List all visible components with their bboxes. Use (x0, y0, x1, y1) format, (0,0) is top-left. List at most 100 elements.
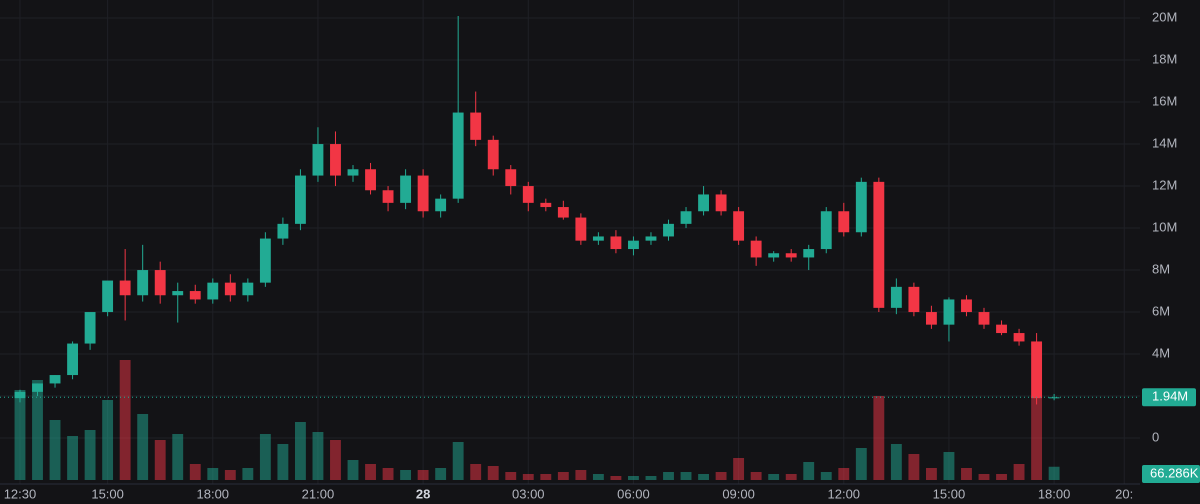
y-tick-label: 14M (1152, 135, 1177, 150)
candle-body (680, 211, 692, 224)
candle-body (575, 217, 587, 241)
candle-body (400, 175, 412, 203)
volume-bar (785, 474, 797, 480)
last-price-label: 1.94M (1152, 389, 1188, 404)
volume-bar (67, 436, 78, 480)
volume-bar (733, 458, 745, 480)
volume-bar (1031, 396, 1043, 480)
candle-body (855, 181, 867, 233)
volume-bar (1013, 464, 1025, 480)
candle-body (505, 169, 517, 187)
volume-bar (838, 468, 850, 480)
y-tick-label: 10M (1152, 219, 1177, 234)
candle-body (470, 112, 482, 140)
volume-bar (417, 470, 429, 480)
volume-bar (294, 422, 306, 480)
volume-bar (575, 470, 587, 480)
y-tick-label: 8M (1152, 261, 1170, 276)
candle-body (242, 282, 254, 296)
volume-bar (137, 414, 149, 480)
volume-bar (750, 472, 762, 480)
volume-bar (505, 472, 517, 480)
x-tick-label: 09:00 (722, 486, 755, 501)
last-volume-label: 66.286K (1150, 465, 1199, 480)
volume-bar (943, 452, 955, 480)
y-tick-label: 20M (1152, 9, 1177, 24)
volume-bar (961, 468, 972, 480)
candle-body (14, 391, 26, 399)
volume-bar (347, 460, 359, 480)
candle-body (224, 282, 236, 296)
y-tick-label: 18M (1152, 51, 1177, 66)
candle-body (961, 299, 972, 313)
candle-body (733, 211, 745, 241)
candle-body (820, 211, 832, 250)
volume-bar (996, 474, 1007, 480)
candle-body (838, 211, 850, 233)
volume-bar (14, 390, 26, 480)
volume-bar (628, 476, 639, 480)
candle-body (592, 236, 604, 241)
volume-bar (890, 444, 902, 480)
candle-body (452, 112, 464, 199)
candle-body (277, 223, 289, 239)
volume-bar (470, 464, 482, 480)
volume-bar (312, 432, 324, 480)
candle-body (645, 236, 657, 241)
volume-bar (32, 380, 43, 480)
volume-bar (330, 440, 341, 480)
x-tick-label: 20: (1115, 486, 1133, 501)
candle-body (663, 223, 674, 237)
volume-bar (487, 466, 499, 480)
candle-body (803, 249, 815, 258)
x-tick-label: 06:00 (617, 486, 650, 501)
volume-bar (557, 472, 569, 480)
x-tick-label: 12:00 (828, 486, 861, 501)
volume-bar (154, 440, 166, 480)
y-tick-label: 0 (1152, 429, 1159, 444)
candle-body (943, 299, 955, 325)
last-price-tag (1142, 388, 1196, 407)
last-volume-tag (1142, 465, 1200, 483)
volume-bar (1048, 466, 1060, 480)
volume-bar (715, 472, 727, 480)
candle-body (382, 190, 394, 203)
candle-body (294, 175, 306, 224)
candle-body (698, 194, 709, 212)
candle-body (925, 312, 937, 325)
candle-body (154, 270, 166, 296)
volume-bar (452, 442, 464, 480)
candle-body (32, 383, 43, 392)
volume-bar (873, 396, 885, 480)
candle-body (347, 169, 359, 176)
candle-body (768, 253, 780, 258)
candle-body (628, 240, 639, 250)
candle-body (487, 139, 499, 170)
y-tick-label: 12M (1152, 177, 1177, 192)
candle-body (610, 236, 622, 250)
volume-bar (925, 468, 937, 480)
y-tick-label: 4M (1152, 345, 1170, 360)
x-tick-label: 12:30 (4, 486, 37, 501)
candle-body (259, 238, 271, 283)
volume-bar (680, 472, 692, 480)
volume-bar (277, 444, 289, 480)
candle-body (137, 270, 149, 296)
candle-body (890, 286, 902, 308)
candle-body (435, 198, 447, 212)
volume-bar (207, 468, 219, 480)
volume-bar (522, 474, 534, 480)
candle-body (750, 240, 762, 258)
candle-body (785, 253, 797, 258)
candle-body (540, 202, 552, 208)
candle-body (522, 186, 534, 203)
volume-bar (768, 474, 780, 480)
candle-body (84, 312, 96, 344)
volume-bar (400, 470, 412, 480)
candle-body (908, 286, 920, 313)
candle-body (873, 181, 885, 308)
x-tick-label: 18:00 (197, 486, 230, 501)
